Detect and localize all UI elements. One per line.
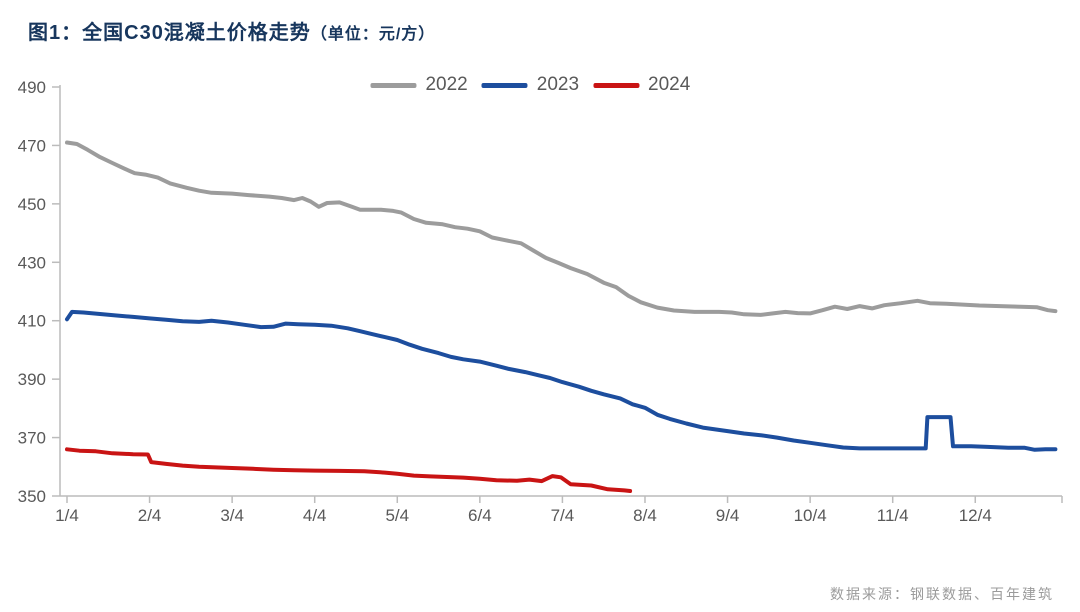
chart-title: 图1：全国C30混凝土价格走势（单位：元/方）	[28, 16, 435, 45]
series-line-2024	[65, 447, 633, 493]
legend-swatch-2023	[481, 82, 528, 88]
y-axis-label: 390	[18, 370, 46, 389]
series-line-2023	[65, 309, 1058, 452]
chart-legend: 2022 2023 2024	[370, 74, 690, 96]
y-axis-label: 350	[18, 487, 46, 506]
legend-swatch-2024	[593, 82, 640, 88]
chart-title-main: 图1：全国C30混凝土价格走势	[28, 22, 311, 44]
x-axis-label: 3/4	[220, 506, 244, 525]
data-source-note: 数据来源：钢联数据、百年建筑	[830, 586, 1054, 602]
x-axis-label: 12/4	[959, 506, 992, 525]
chart-title-unit: （单位：元/方）	[310, 26, 436, 43]
x-axis-label: 9/4	[716, 506, 740, 525]
legend-item-2024: 2024	[593, 74, 690, 96]
x-axis-label: 7/4	[551, 506, 575, 525]
y-axis-label: 410	[18, 312, 46, 331]
legend-swatch-2022	[370, 82, 417, 88]
x-axis-label: 4/4	[303, 506, 327, 525]
legend-item-2023: 2023	[481, 74, 580, 96]
y-axis-label: 430	[18, 253, 46, 272]
series-line-2022	[65, 140, 1058, 317]
y-axis-label: 370	[18, 429, 46, 448]
x-axis-label: 8/4	[633, 506, 657, 525]
x-axis-label: 10/4	[794, 506, 827, 525]
y-axis-label: 490	[18, 78, 46, 97]
x-axis-label: 6/4	[468, 506, 492, 525]
x-axis-label: 5/4	[385, 506, 409, 525]
legend-item-2022: 2022	[370, 74, 468, 96]
x-axis-label: 11/4	[877, 506, 909, 525]
legend-label: 2022	[425, 74, 468, 95]
y-axis-label: 470	[18, 136, 46, 155]
legend-label: 2024	[648, 74, 691, 95]
x-axis-label: 1/4	[55, 506, 79, 525]
x-axis-label: 2/4	[138, 506, 162, 525]
y-axis-label: 450	[18, 195, 46, 214]
legend-label: 2023	[536, 74, 580, 95]
